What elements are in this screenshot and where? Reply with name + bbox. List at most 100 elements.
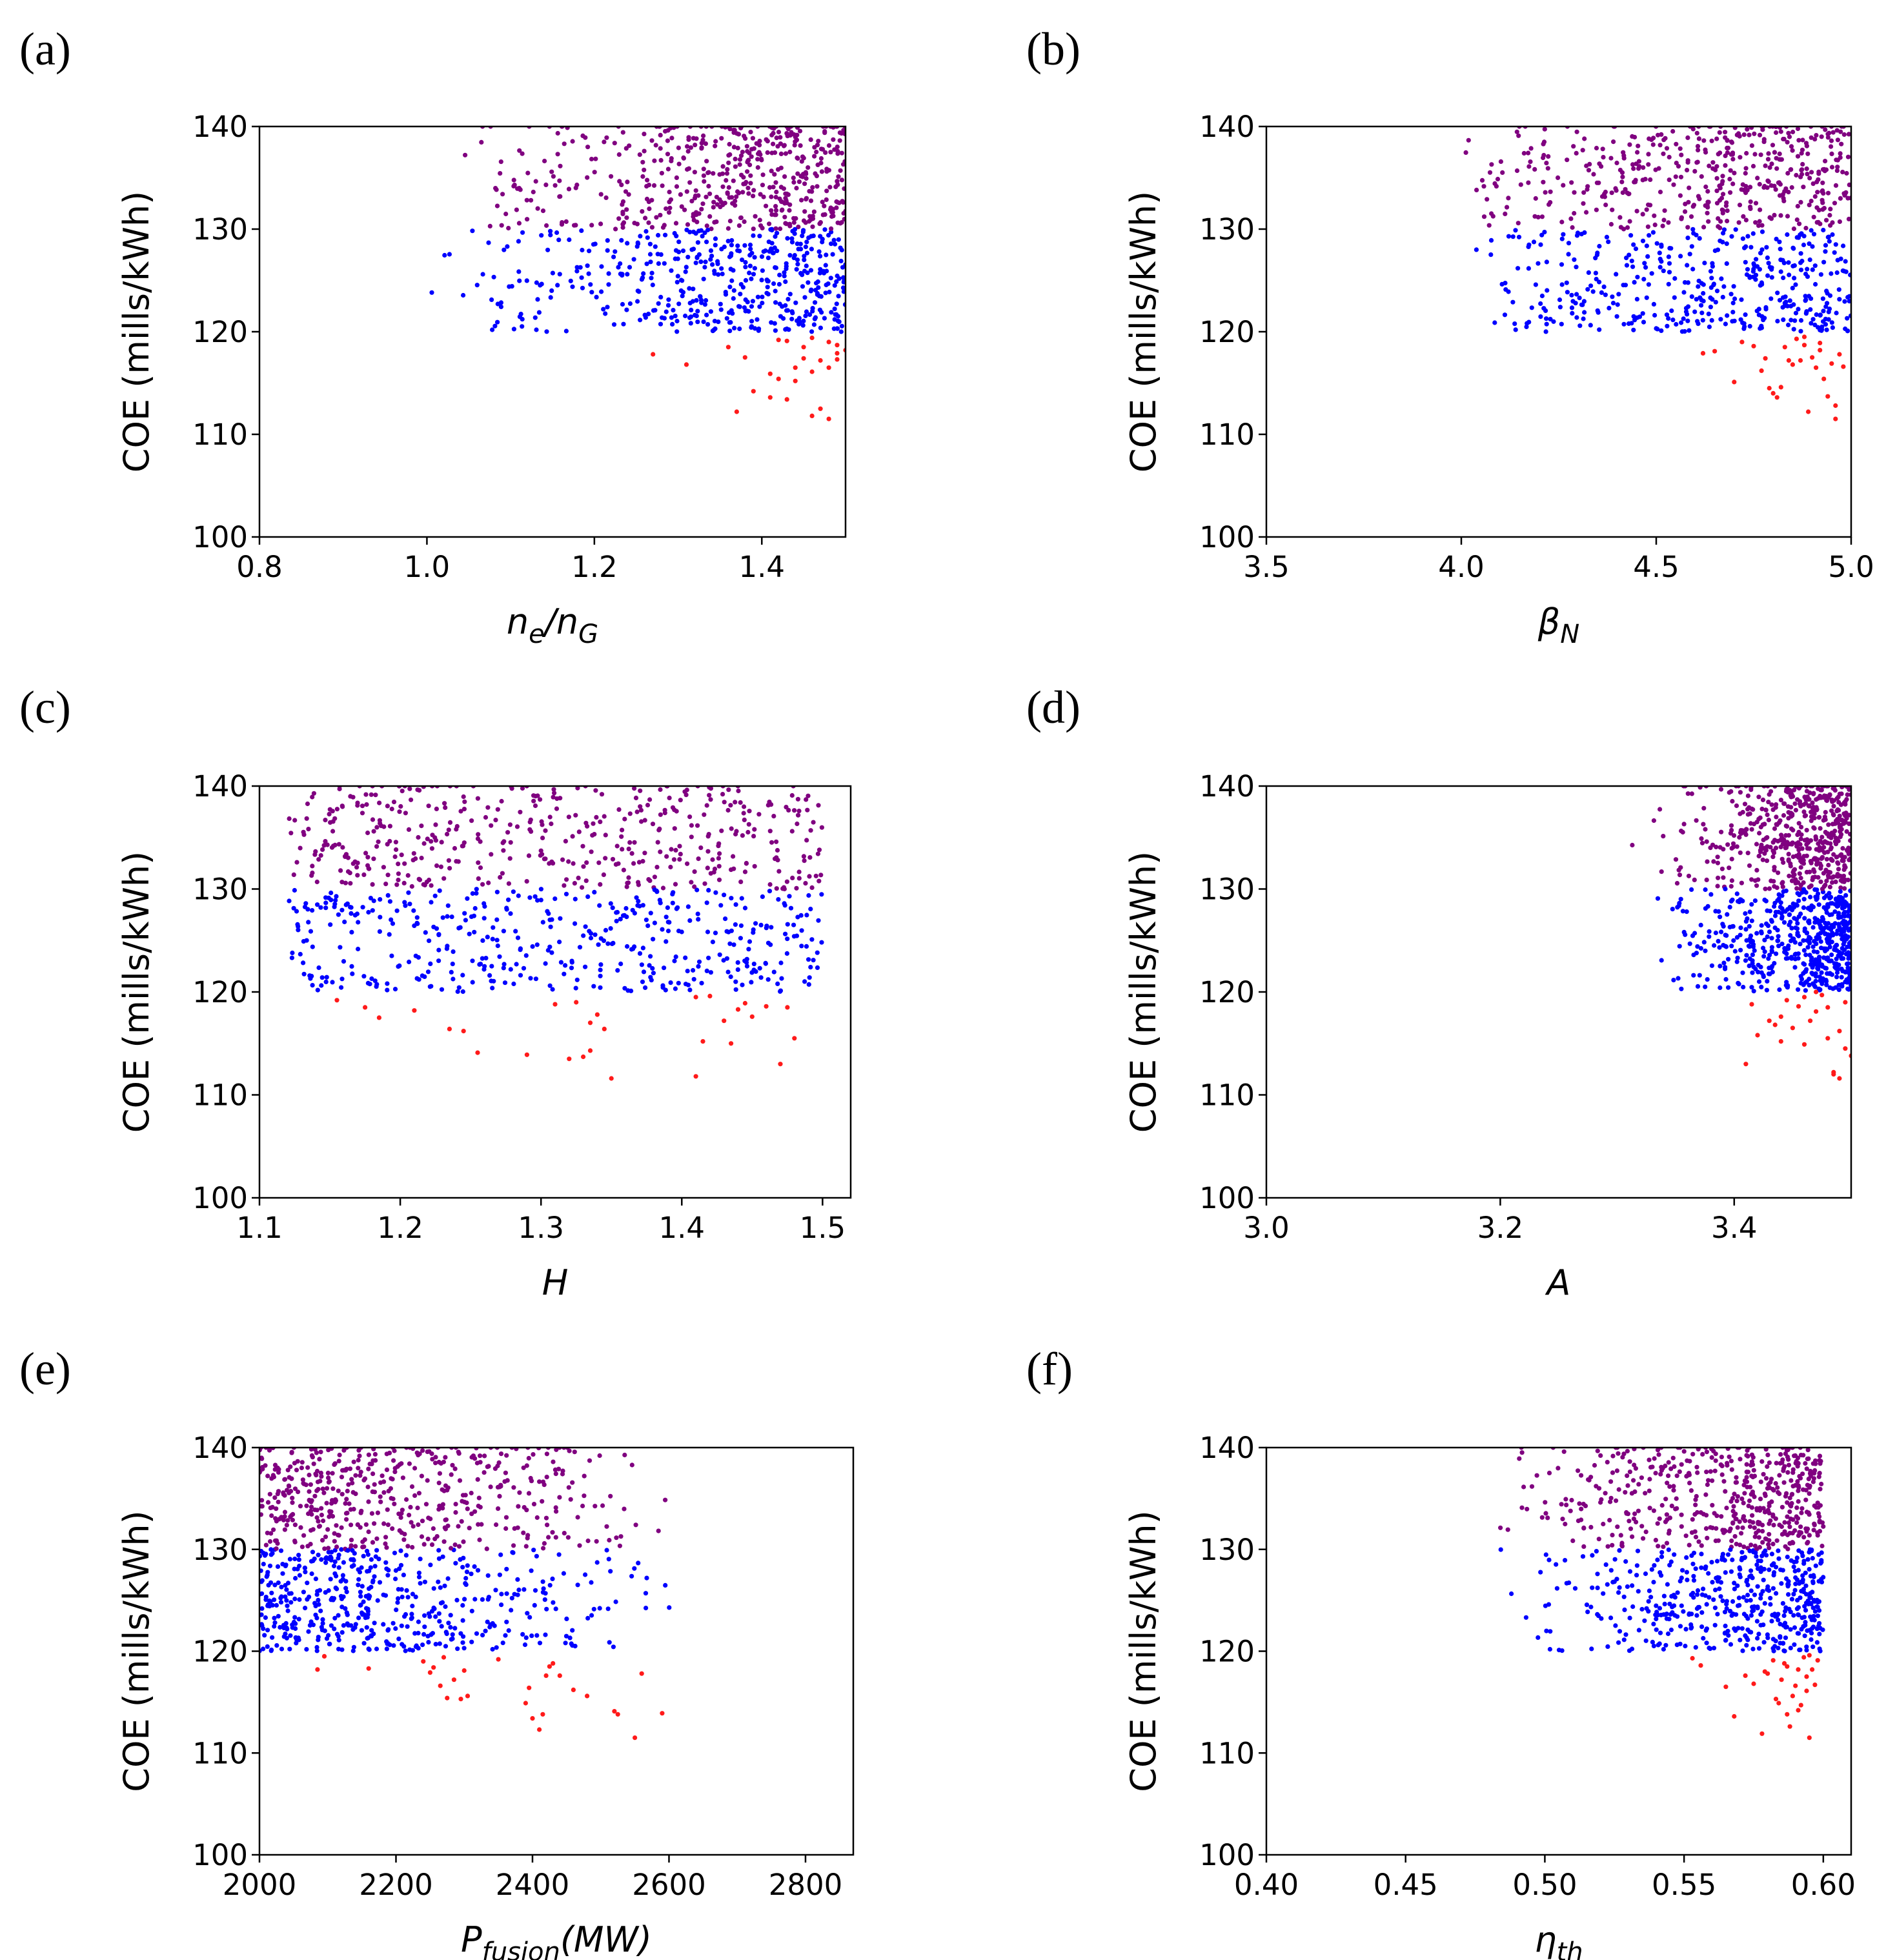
scatter-point [520,324,525,329]
scatter-point [1749,786,1754,791]
scatter-point-low [767,371,773,376]
scatter-point [1498,159,1503,164]
scatter-point [540,208,546,214]
scatter-point [563,891,569,896]
scatter-point [696,211,702,216]
scatter-point [553,1535,558,1540]
scatter-point [613,862,619,867]
scatter-point [517,314,523,319]
scatter-point [329,890,334,896]
scatter-point [1757,219,1762,224]
scatter-point [1829,923,1835,928]
scatter-point [765,139,770,144]
scatter-point [400,789,405,794]
scatter-point [396,877,401,883]
scatter-point [810,224,815,229]
scatter-point [785,236,790,241]
scatter-point [1724,261,1729,266]
scatter-point [820,236,825,242]
scatter-point [528,976,533,981]
scatter-point [371,1448,376,1451]
scatter-point [457,1478,463,1483]
scatter-point [456,1544,462,1549]
scatter-point [1685,791,1690,796]
scatter-point [1739,187,1744,192]
scatter-point [436,1548,441,1553]
scatter-point [1674,881,1680,886]
scatter-point [789,316,795,321]
scatter-point [742,817,747,822]
scatter-point [329,1550,334,1555]
scatter-point [752,864,757,869]
scatter-point [1546,154,1551,159]
scatter-point [740,982,745,987]
scatter-point [816,878,822,884]
scatter-point [384,1646,390,1652]
scatter-point [287,1475,292,1480]
scatter-point [1796,821,1801,826]
scatter-point [392,1470,398,1475]
scatter-point [676,145,681,150]
scatter-point [823,263,828,268]
scatter-point [726,185,731,190]
scatter-point [638,807,644,813]
scatter-point [416,1491,422,1496]
scatter-point [1740,970,1745,975]
scatter-point [433,1614,438,1619]
scatter-point [751,272,756,277]
scatter-point [613,227,618,232]
scatter-point [360,905,365,910]
scatter-point [338,868,343,873]
scatter-point [1824,217,1829,223]
scatter-point [822,212,827,217]
scatter-point [607,1640,612,1645]
scatter-point [695,823,700,828]
scatter-point [349,964,354,969]
scatter-point [296,1617,301,1622]
scatter-point [672,826,677,831]
scatter-point [259,1606,265,1611]
scatter-point [1834,948,1840,953]
scatter-point [1761,954,1767,959]
scatter-point [1823,304,1829,309]
scatter-point [637,951,643,956]
scatter-point [593,788,598,793]
scatter-point [360,1584,365,1589]
scatter-point [1743,911,1748,916]
scatter-point [497,954,502,959]
scatter-point [1678,865,1683,870]
scatter-point [791,176,796,181]
y-tick-label: 130 [192,873,248,907]
scatter-point [278,1600,284,1605]
scatter-point [1702,260,1707,266]
scatter-point [1678,254,1683,259]
scatter-point [551,1459,556,1464]
scatter-point [1741,132,1747,137]
scatter-point [1650,142,1656,147]
scatter-point [1701,282,1706,287]
scatter-point [735,248,740,253]
scatter-point [1834,818,1839,823]
scatter-point [375,1510,381,1515]
scatter-point [462,1597,467,1602]
scatter-point [648,975,653,980]
scatter-point [1829,958,1834,964]
scatter-point [1701,138,1707,143]
scatter-point [1681,290,1687,295]
scatter-point [1810,317,1816,322]
scatter-point [1682,280,1688,285]
scatter-point [336,912,341,917]
scatter-point [478,839,483,844]
scatter-point [775,981,780,986]
scatter-point [1779,911,1784,916]
scatter-point [494,203,500,208]
scatter-point [1790,148,1795,153]
scatter-point [1736,980,1741,985]
scatter-point [1835,902,1840,907]
scatter-point [1743,831,1748,836]
scatter-point [749,304,755,309]
scatter-point [341,1448,347,1453]
scatter-point [748,130,753,135]
scatter-point [724,177,729,183]
x-tick-label: 5.0 [1828,550,1874,584]
